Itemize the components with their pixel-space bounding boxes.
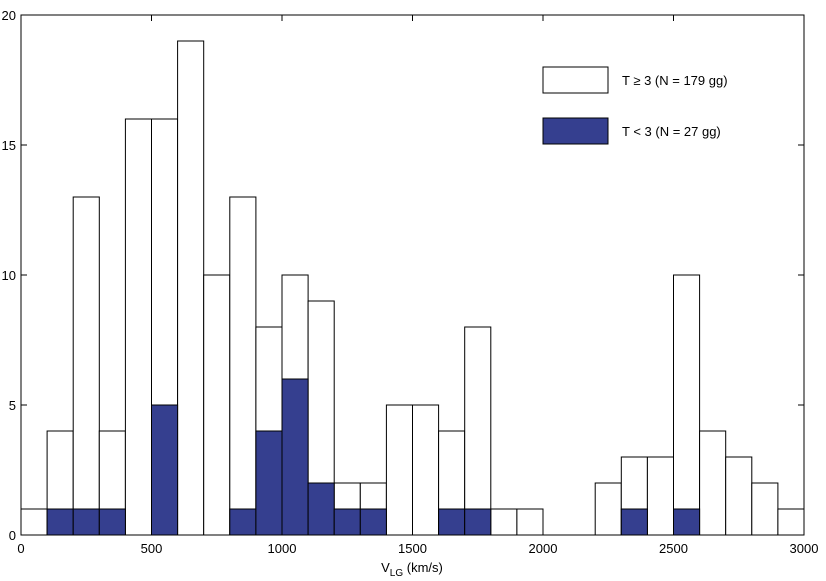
bar-early-type — [255, 430, 283, 536]
bar-late-type — [412, 404, 440, 536]
bar-early-type — [98, 508, 126, 536]
bar-early-type — [72, 508, 100, 536]
bar-late-type — [177, 40, 205, 536]
bar-late-type — [751, 482, 779, 536]
bar-early-type — [46, 508, 74, 536]
bar-late-type — [385, 404, 413, 536]
y-tick-label: 0 — [9, 528, 16, 543]
bar-early-type — [281, 378, 309, 536]
x-tick-label: 2500 — [659, 541, 688, 556]
y-tick-label: 5 — [9, 398, 16, 413]
bar-early-type — [464, 508, 492, 536]
bar-late-type — [20, 508, 48, 536]
y-tick-label: 20 — [2, 8, 16, 23]
x-tick-label: 1000 — [268, 541, 297, 556]
bar-late-type — [516, 508, 544, 536]
bar-early-type — [229, 508, 257, 536]
bar-late-type — [646, 456, 675, 536]
axis-ticks — [20, 14, 805, 536]
legend-label-early-type: T < 3 (N = 27 gg) — [622, 124, 721, 139]
y-tick-label: 10 — [2, 268, 16, 283]
bar-early-type — [151, 404, 179, 536]
series-early-type-bars — [46, 378, 701, 536]
bar-late-type — [490, 508, 518, 536]
legend-swatch-early-type — [542, 117, 609, 145]
legend: T ≥ 3 (N = 179 gg) T < 3 (N = 27 gg) — [542, 66, 728, 145]
x-tick-label: 3000 — [790, 541, 819, 556]
bar-late-type — [777, 508, 805, 536]
bar-late-type — [203, 274, 231, 536]
y-tick-label: 15 — [2, 138, 16, 153]
x-tick-label: 1500 — [398, 541, 427, 556]
x-tick-label: 0 — [17, 541, 24, 556]
bar-early-type — [673, 508, 701, 536]
axis-tick-labels: 0 500 1000 1500 2000 2500 3000 0 5 10 15 20 — [2, 8, 819, 556]
bar-late-type — [594, 482, 622, 536]
x-axis-label: VLG (km/s) — [381, 560, 443, 579]
bar-early-type — [438, 508, 466, 536]
bar-late-type — [72, 196, 100, 536]
bar-late-type — [229, 196, 257, 536]
bar-late-type — [725, 456, 753, 536]
bar-early-type — [359, 508, 387, 536]
bar-late-type — [699, 430, 727, 536]
bar-early-type — [620, 508, 648, 536]
bar-late-type — [124, 118, 153, 536]
series-late-type-bars — [20, 40, 805, 536]
legend-label-late-type: T ≥ 3 (N = 179 gg) — [622, 73, 728, 88]
bar-late-type — [464, 326, 492, 536]
bar-early-type — [333, 508, 361, 536]
x-tick-label: 500 — [141, 541, 163, 556]
legend-swatch-late-type — [542, 66, 609, 94]
x-tick-label: 2000 — [529, 541, 558, 556]
bar-early-type — [307, 482, 335, 536]
bar-late-type — [673, 274, 701, 536]
